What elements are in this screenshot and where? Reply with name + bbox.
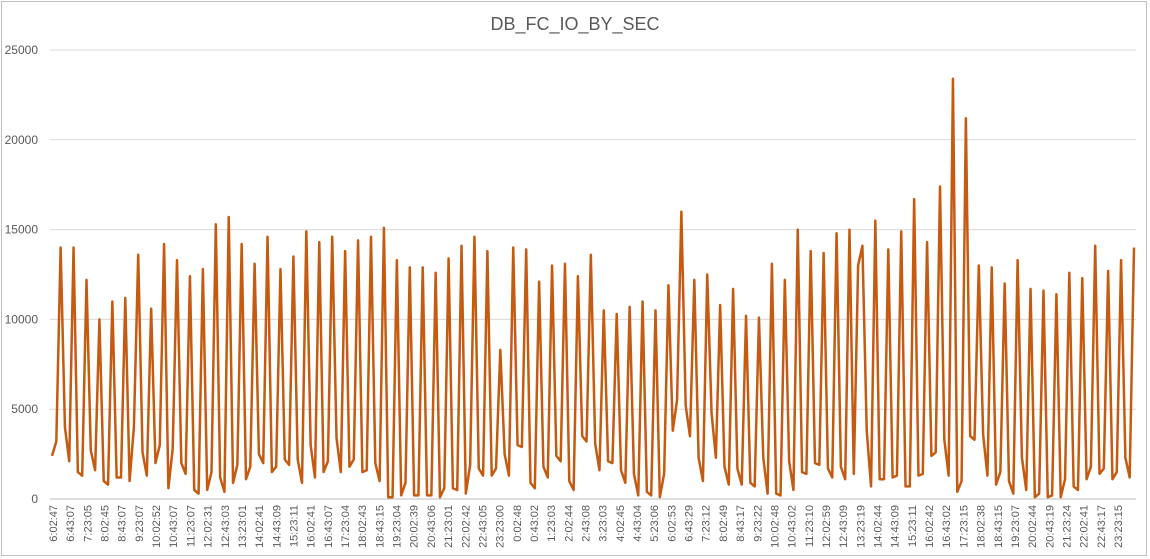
x-tick-label: 6:02:53 (666, 505, 678, 542)
x-tick-label: 0:43:02 (529, 505, 541, 542)
x-tick-label: 4:43:04 (632, 505, 644, 542)
chart-title: DB_FC_IO_BY_SEC (490, 14, 660, 34)
x-tick-label: 14:02:44 (873, 505, 885, 548)
x-tick-label: 12:02:31 (203, 505, 215, 548)
x-tick-label: 12:43:03 (220, 505, 232, 548)
x-tick-label: 2:43:08 (581, 505, 593, 542)
x-tick-label: 4:02:45 (615, 505, 627, 542)
x-axis-ticks: 6:02:47 6:43:07 7:23:05 8:02:45 8:43:07 9:23:… (48, 505, 1125, 548)
x-tick-label: 1:23:03 (546, 505, 558, 542)
x-tick-label: 6:43:29 (684, 505, 696, 542)
x-tick-label: 2:02:44 (563, 505, 575, 542)
x-tick-label: 14:43:09 (890, 505, 902, 548)
x-tick-label: 17:23:15 (958, 505, 970, 548)
x-tick-label: 10:43:02 (787, 505, 799, 548)
x-tick-label: 17:23:04 (340, 505, 352, 548)
x-tick-label: 10:02:52 (151, 505, 163, 548)
x-tick-label: 22:02:42 (460, 505, 472, 548)
x-tick-label: 12:02:59 (821, 505, 833, 548)
x-tick-label: 13:23:19 (855, 505, 867, 548)
x-tick-label: 22:02:41 (1079, 505, 1091, 548)
y-axis-ticks: 0 5000 10000 15000 20000 25000 (5, 43, 39, 506)
series-line (50, 77, 1136, 499)
x-tick-label: 21:23:24 (1061, 505, 1073, 548)
x-tick-label: 20:02:44 (1027, 505, 1039, 548)
x-tick-label: 8:43:07 (117, 505, 129, 542)
x-tick-label: 8:43:17 (735, 505, 747, 542)
x-tick-label: 16:43:02 (941, 505, 953, 548)
x-tick-label: 20:43:19 (1044, 505, 1056, 548)
x-tick-label: 22:43:17 (1096, 505, 1108, 548)
y-tick-label: 10000 (5, 312, 39, 326)
x-tick-label: 15:23:11 (288, 505, 300, 547)
y-tick-label: 15000 (5, 223, 39, 237)
x-tick-label: 19:23:07 (1010, 505, 1022, 548)
x-tick-label: 7:23:05 (82, 505, 94, 542)
x-tick-label: 0:02:48 (512, 505, 524, 542)
x-tick-label: 23:23:15 (1113, 505, 1125, 548)
x-tick-label: 19:23:04 (392, 505, 404, 548)
x-tick-label: 21:23:01 (443, 505, 455, 548)
x-tick-label: 16:02:41 (306, 505, 318, 548)
x-tick-label: 11:23:10 (804, 505, 816, 547)
x-tick-label: 6:43:07 (65, 505, 77, 542)
series-line-group (50, 77, 1136, 499)
x-tick-label: 6:02:47 (48, 505, 60, 542)
x-tick-label: 22:43:05 (477, 505, 489, 548)
y-tick-label: 25000 (5, 43, 39, 57)
x-tick-label: 3:23:03 (598, 505, 610, 542)
y-tick-label: 20000 (5, 133, 39, 147)
x-tick-label: 13:23:01 (237, 505, 249, 548)
x-tick-label: 11:23:07 (185, 505, 197, 547)
x-tick-label: 5:23:06 (649, 505, 661, 542)
y-tick-label: 5000 (11, 402, 38, 416)
x-tick-label: 14:43:09 (271, 505, 283, 548)
x-tick-label: 10:43:07 (168, 505, 180, 548)
x-tick-label: 10:02:48 (769, 505, 781, 548)
x-tick-label: 20:02:39 (409, 505, 421, 548)
x-tick-label: 8:02:49 (718, 505, 730, 542)
x-tick-label: 18:02:43 (357, 505, 369, 548)
x-tick-label: 18:43:15 (993, 505, 1005, 548)
x-tick-label: 18:02:38 (976, 505, 988, 548)
x-tick-label: 23:23:00 (495, 505, 507, 548)
x-tick-label: 9:23:07 (134, 505, 146, 542)
x-tick-label: 18:43:15 (374, 505, 386, 548)
x-tick-label: 9:23:22 (752, 505, 764, 542)
x-tick-label: 7:23:12 (701, 505, 713, 542)
x-tick-label: 8:02:45 (100, 505, 112, 542)
x-tick-label: 12:43:09 (838, 505, 850, 548)
x-tick-label: 16:43:07 (323, 505, 335, 548)
x-tick-label: 14:02:41 (254, 505, 266, 548)
x-tick-label: 16:02:42 (924, 505, 936, 548)
y-tick-label: 0 (31, 492, 38, 506)
x-tick-label: 15:23:11 (907, 505, 919, 547)
x-tick-label: 20:43:06 (426, 505, 438, 548)
